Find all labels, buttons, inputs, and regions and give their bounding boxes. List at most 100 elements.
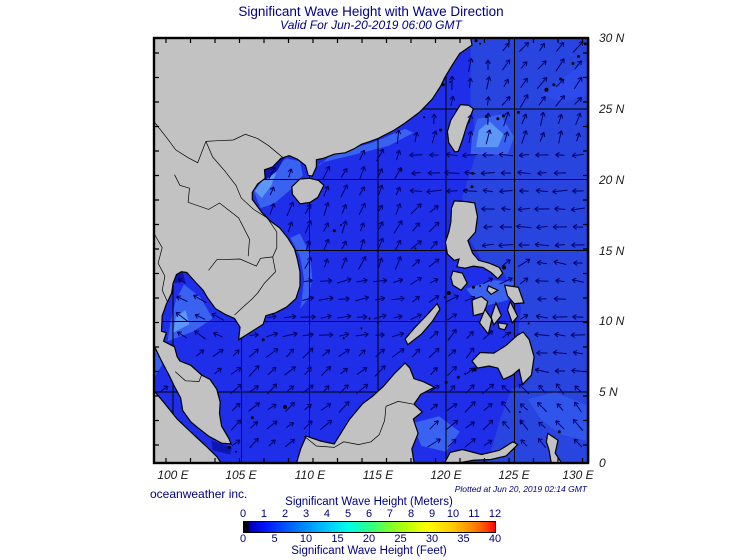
islet [516,110,520,114]
country-border [205,133,284,158]
islet [502,265,507,270]
colorbar-tick: 10 [446,508,460,520]
islet [474,39,478,43]
colorbar-tick: 9 [428,508,436,520]
land-palawan [404,302,441,346]
country-border [174,174,250,257]
colorbar-tick: 1 [260,508,268,520]
y-tick-label: 30 N [599,31,625,45]
frame-ticks [154,38,588,463]
islet [376,321,379,324]
y-tick-label: 10 N [599,314,625,328]
wave-height-patch [211,440,232,455]
islet [496,117,500,121]
islet [544,87,549,92]
colorbar-gradient [243,521,496,533]
x-tick-label: 110 E [294,468,326,482]
islet [479,42,482,45]
colorbar-tick: 0 [239,533,247,545]
islet [576,54,580,58]
wave-height-patch [476,121,504,148]
islet [571,62,575,65]
colorbar-tick: 7 [386,508,394,520]
colorbar-tick: 4 [323,508,331,520]
colorbar-tick: 15 [331,533,344,545]
x-tick-label: 115 E [362,468,394,482]
colorbar-feet-ticks: 0 5 10 15 20 25 30 35 40 [239,533,501,545]
colorbar-tick: 0 [239,508,247,520]
page-title: Significant Wave Height with Wave Direct… [238,4,504,19]
colorbar-tick: 35 [457,533,470,545]
colorbar-tick: 8 [407,508,415,520]
colorbar-tick: 5 [344,508,352,520]
land-luzon [444,200,504,280]
valid-time-subtitle: Valid For Jun-20-2019 06:00 GMT [280,18,462,32]
islet [332,229,336,233]
land-borneo [295,362,436,464]
islet [509,331,512,334]
land-hainan [291,177,325,205]
islet [368,317,371,320]
colorbar-tick: 10 [299,533,313,545]
islet [234,450,237,453]
land-mindanao [471,331,535,386]
wave-height-patch [527,392,590,442]
islet [423,116,426,119]
credit-text: oceanweather inc. [150,487,248,501]
land-samar [503,284,525,305]
colorbar-tick: 40 [488,533,502,545]
colorbar-tick: 30 [425,533,439,545]
islet [464,372,467,375]
islet [444,380,448,384]
wave-height-patch [154,345,164,378]
x-tick-label: 130 E [562,468,594,482]
y-tick-label: 25 N [599,102,625,116]
x-tick-label: 125 E [498,468,530,482]
land-masbate [486,285,500,296]
land-cebu [490,301,502,327]
country-border [303,401,414,448]
islet [439,128,443,132]
x-tick-label: 105 E [225,468,257,482]
land-leyte [506,299,519,324]
map-frame [152,36,590,465]
country-border [153,121,207,164]
islet [283,405,287,409]
y-tick-label: 15 N [599,244,625,258]
islet [261,338,265,342]
plotted-timestamp: Plotted at Jun 20, 2019 02:14 GMT [454,484,587,494]
land-bohol [497,322,509,331]
wave-height-patch [290,233,313,309]
colorbar-tick: 2 [281,508,289,520]
land-mindoro [450,270,468,291]
islet [557,430,561,434]
islet [342,337,345,340]
colorbar-tick: 20 [362,533,376,545]
colorbar-tick: 6 [365,508,373,520]
colorbar-title-meters: Significant Wave Height (Meters) [285,496,453,508]
islet [471,285,475,289]
islet [501,114,505,118]
islet [446,291,451,295]
land-sulawesi-north [443,441,519,464]
x-tick-label: 120 E [430,468,462,482]
colorbar-meters-ticks: 0 1 2 3 4 5 6 7 8 9 10 11 12 [239,508,501,520]
title-block: Significant Wave Height with Wave Direct… [152,4,590,32]
x-tick-label: 100 E [157,468,189,482]
islet [456,375,460,379]
wave-height-patch [411,416,460,452]
islet [340,224,342,226]
islet [250,416,254,420]
islet [443,296,446,299]
wave-height-patch [317,128,414,167]
colorbar-tick: 11 [468,508,480,520]
colorbar-tick: 5 [271,533,278,545]
country-border [174,371,203,382]
y-tick-label: 20 N [599,173,625,187]
islet [441,83,445,87]
islet [227,445,231,449]
colorbar-tick: 3 [302,508,310,520]
country-border [153,233,168,303]
